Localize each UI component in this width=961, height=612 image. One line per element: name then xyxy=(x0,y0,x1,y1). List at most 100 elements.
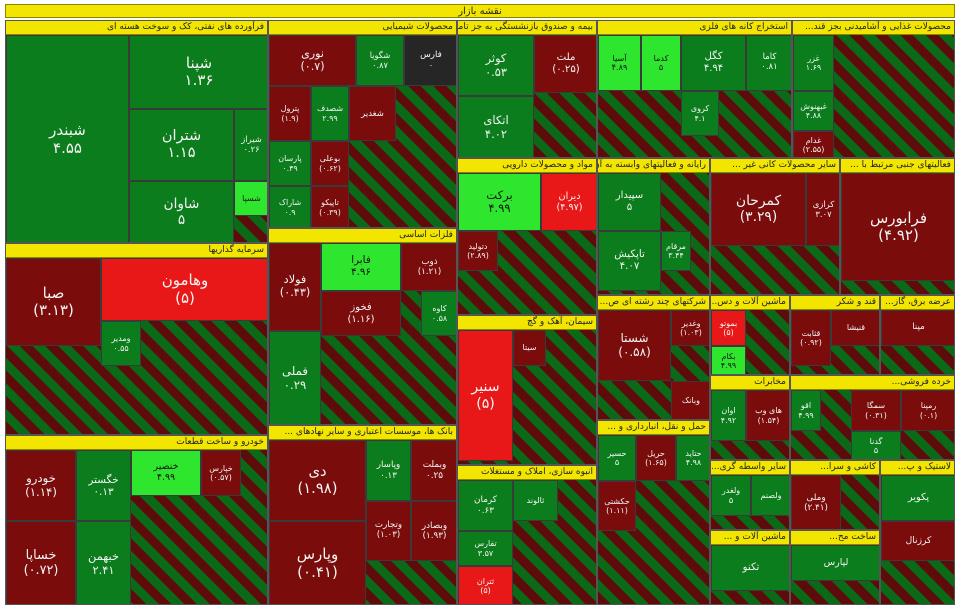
stock-tile[interactable]: ثتران (۵) xyxy=(458,566,513,604)
sector-title: ساخت مح... xyxy=(791,531,879,545)
stock-tile[interactable]: برکت ۴.۹۹ xyxy=(458,173,541,231)
stock-tile[interactable]: خنصیر ۴.۹۹ xyxy=(131,450,201,496)
stock-tile[interactable]: دیران (۴.۹۷) xyxy=(541,173,596,231)
stock-tile[interactable]: کرزنال xyxy=(881,521,954,561)
stock-tile[interactable]: کرمان ۰.۶۳ xyxy=(458,480,513,531)
stock-tile[interactable]: مپنا xyxy=(881,310,954,346)
stock-tile[interactable]: ولغدر ۵ xyxy=(711,475,751,516)
stock-tile[interactable]: کگل ۴.۹۴ xyxy=(681,35,746,91)
stock-tile[interactable]: شسپا xyxy=(234,181,267,216)
stock-tile[interactable]: آسیا ۴.۸۹ xyxy=(598,35,641,91)
stock-change: (۱.۹۸) xyxy=(297,479,338,497)
stock-tile[interactable]: دتولید (۲.۸۹) xyxy=(458,231,498,271)
stock-tile[interactable]: حریل (۱.۶۵) xyxy=(636,435,676,481)
stock-tile[interactable]: فولاد (۰.۴۳) xyxy=(269,243,321,331)
stock-tile[interactable]: شاراک ۰.۹ xyxy=(269,186,311,227)
stock-tile[interactable]: سمگا (۰.۳۱) xyxy=(851,390,901,431)
stock-tile[interactable]: غدام (۲.۵۵) xyxy=(793,131,834,157)
stock-tile[interactable]: وبملت ۰.۲۵ xyxy=(411,440,456,501)
stock-tile[interactable]: ومدیر ۰.۵۵ xyxy=(101,321,141,366)
stock-tile[interactable]: حتاید ۴.۹۸ xyxy=(676,435,709,481)
stock-change: (۰.۶۲) xyxy=(319,163,341,173)
stock-tile[interactable]: اتکای ۴.۰۲ xyxy=(458,96,534,157)
stock-tile[interactable]: شپنا ۱.۳۶ xyxy=(129,35,267,109)
stock-tile[interactable]: دی (۱.۹۸) xyxy=(269,440,366,521)
stock-tile[interactable]: قنیشا xyxy=(831,310,879,346)
stock-tile[interactable]: خپارس (۰.۵۷) xyxy=(201,450,241,496)
stock-tile[interactable]: خساپا (۰.۷۲) xyxy=(6,521,76,604)
stock-tile[interactable]: وبصادر (۱.۹۳) xyxy=(411,501,456,561)
stock-tile[interactable]: کدما ۵ xyxy=(641,35,681,91)
stock-tile[interactable]: کاوه ۰.۵۸ xyxy=(421,291,456,336)
stock-tile[interactable]: وپارس (۰.۴۱) xyxy=(269,521,366,604)
stock-symbol: فابرا xyxy=(351,254,371,267)
stock-tile[interactable]: رمپنا (۰.۱) xyxy=(901,390,954,431)
stock-tile[interactable]: لپارس xyxy=(791,545,879,581)
stock-symbol: دتولید xyxy=(468,241,488,251)
stock-tile[interactable]: تکنو xyxy=(711,545,789,591)
stock-tile[interactable]: شاوان ۵ xyxy=(129,181,234,242)
stock-tile[interactable]: تاپیکو (۰.۳۹) xyxy=(311,186,349,227)
stock-tile[interactable]: تاپکیش ۴.۰۷ xyxy=(598,231,661,291)
stock-tile[interactable]: غبهنوش ۴.۸۸ xyxy=(793,91,834,131)
stock-tile[interactable]: فخوز (۱.۱۶) xyxy=(321,291,401,336)
stock-tile[interactable]: قثابت (۰.۹۲) xyxy=(791,310,831,366)
stock-tile[interactable]: فرابورس (۴.۹۲) xyxy=(841,173,954,281)
stock-tile[interactable]: ثالوند xyxy=(513,480,558,521)
stock-tile[interactable]: شگویا ۰.۸۷ xyxy=(356,35,404,86)
stock-tile[interactable]: مرقام ۳.۴۴ xyxy=(661,231,691,271)
stock-tile[interactable]: شصدف ۲.۹۹ xyxy=(311,86,349,141)
stock-tile[interactable]: وغدیر (۱.۰۳) xyxy=(671,310,709,346)
stock-tile[interactable]: پکویر xyxy=(881,475,954,521)
stock-tile[interactable]: شستا (۰.۵۸) xyxy=(598,310,671,381)
stock-tile[interactable]: سیتا xyxy=(513,330,546,366)
stock-tile[interactable]: فارس ۰ xyxy=(404,35,456,86)
stock-tile[interactable]: خگستر ۰.۱۳ xyxy=(76,450,131,521)
stock-tile[interactable]: حسیر ۵ xyxy=(598,435,636,481)
stock-tile[interactable]: ملت (۰.۲۵) xyxy=(534,35,596,93)
stock-tile[interactable]: اقو ۴.۹۹ xyxy=(791,390,821,431)
stock-tile[interactable]: کاما ۰.۸۱ xyxy=(746,35,791,91)
stock-tile[interactable]: خبهمن ۲.۴۱ xyxy=(76,521,131,604)
stock-tile[interactable]: خودرو (۱.۱۴) xyxy=(6,450,76,521)
stock-tile[interactable]: ذوب (۱.۲۱) xyxy=(401,243,456,291)
stock-tile[interactable]: وبانک xyxy=(671,381,709,419)
stock-tile[interactable]: وهامون (۵) xyxy=(101,258,267,321)
stock-tile[interactable]: وپاسار ۰.۱۳ xyxy=(366,440,411,501)
stock-tile[interactable]: ولصنم xyxy=(751,475,789,516)
stock-tile[interactable]: شغدیر xyxy=(349,86,396,141)
stock-tile[interactable]: وتجارت (۱.۰۳) xyxy=(366,501,411,561)
stock-tile[interactable]: کرازی ۳.۰۷ xyxy=(806,173,839,246)
stock-tile[interactable]: کوثر ۰.۵۳ xyxy=(458,35,534,96)
stock-tile[interactable]: سنیر (۵) xyxy=(458,330,513,461)
stock-change: ۳.۰۷ xyxy=(815,208,832,219)
stock-tile[interactable]: تفارس ۳.۵۷ xyxy=(458,531,513,566)
stock-tile[interactable]: سپیدار ۵ xyxy=(598,173,661,231)
stock-tile[interactable]: کمرحان (۳.۲۹) xyxy=(711,173,806,246)
stock-tile[interactable]: بکام ۴.۹۹ xyxy=(711,346,746,374)
stock-tile[interactable]: فملی ۰.۲۹ xyxy=(269,331,321,424)
sector: انبوه سازی، املاک و مستغلات کرمان ۰.۶۳ ثالو… xyxy=(457,465,597,605)
stock-symbol: وبملت xyxy=(422,460,447,471)
stock-change: ۰.۲۶ xyxy=(243,144,260,154)
stock-tile[interactable]: گدنا ۵ xyxy=(851,431,901,459)
stock-tile[interactable]: شتران ۱.۱۵ xyxy=(129,109,234,181)
stock-tile[interactable]: حکشتی (۱.۱۱) xyxy=(598,481,636,531)
stock-symbol: خپارس xyxy=(209,463,233,473)
stock-tile[interactable]: بموتو (۵) xyxy=(711,310,746,346)
stock-tile[interactable]: بوعلی (۰.۶۲) xyxy=(311,141,349,186)
stock-tile[interactable]: شیراز ۰.۲۶ xyxy=(234,109,267,181)
stock-tile[interactable]: های وب (۱.۵۴) xyxy=(746,390,789,441)
stock-tile[interactable]: فابرا ۴.۹۶ xyxy=(321,243,401,291)
stock-tile[interactable]: کروی ۴.۱ xyxy=(681,91,719,136)
stock-symbol: خساپا xyxy=(25,547,57,563)
stock-tile[interactable]: وملی (۲.۴۱) xyxy=(791,475,841,529)
stock-tile[interactable]: نوری (۰.۷) xyxy=(269,35,356,86)
stock-tile[interactable]: صبا (۳.۱۳) xyxy=(6,258,101,346)
stock-tile[interactable]: غزر ۱.۶۹ xyxy=(793,35,834,91)
stock-tile[interactable]: پترول (۱.۹) xyxy=(269,86,311,141)
stock-tile[interactable]: شبندر ۴.۵۵ xyxy=(6,35,129,242)
stock-change: ۴.۱ xyxy=(694,113,706,123)
stock-tile[interactable]: اوان ۴.۹۲ xyxy=(711,390,746,441)
stock-tile[interactable]: پارسان ۰.۴۹ xyxy=(269,141,311,186)
